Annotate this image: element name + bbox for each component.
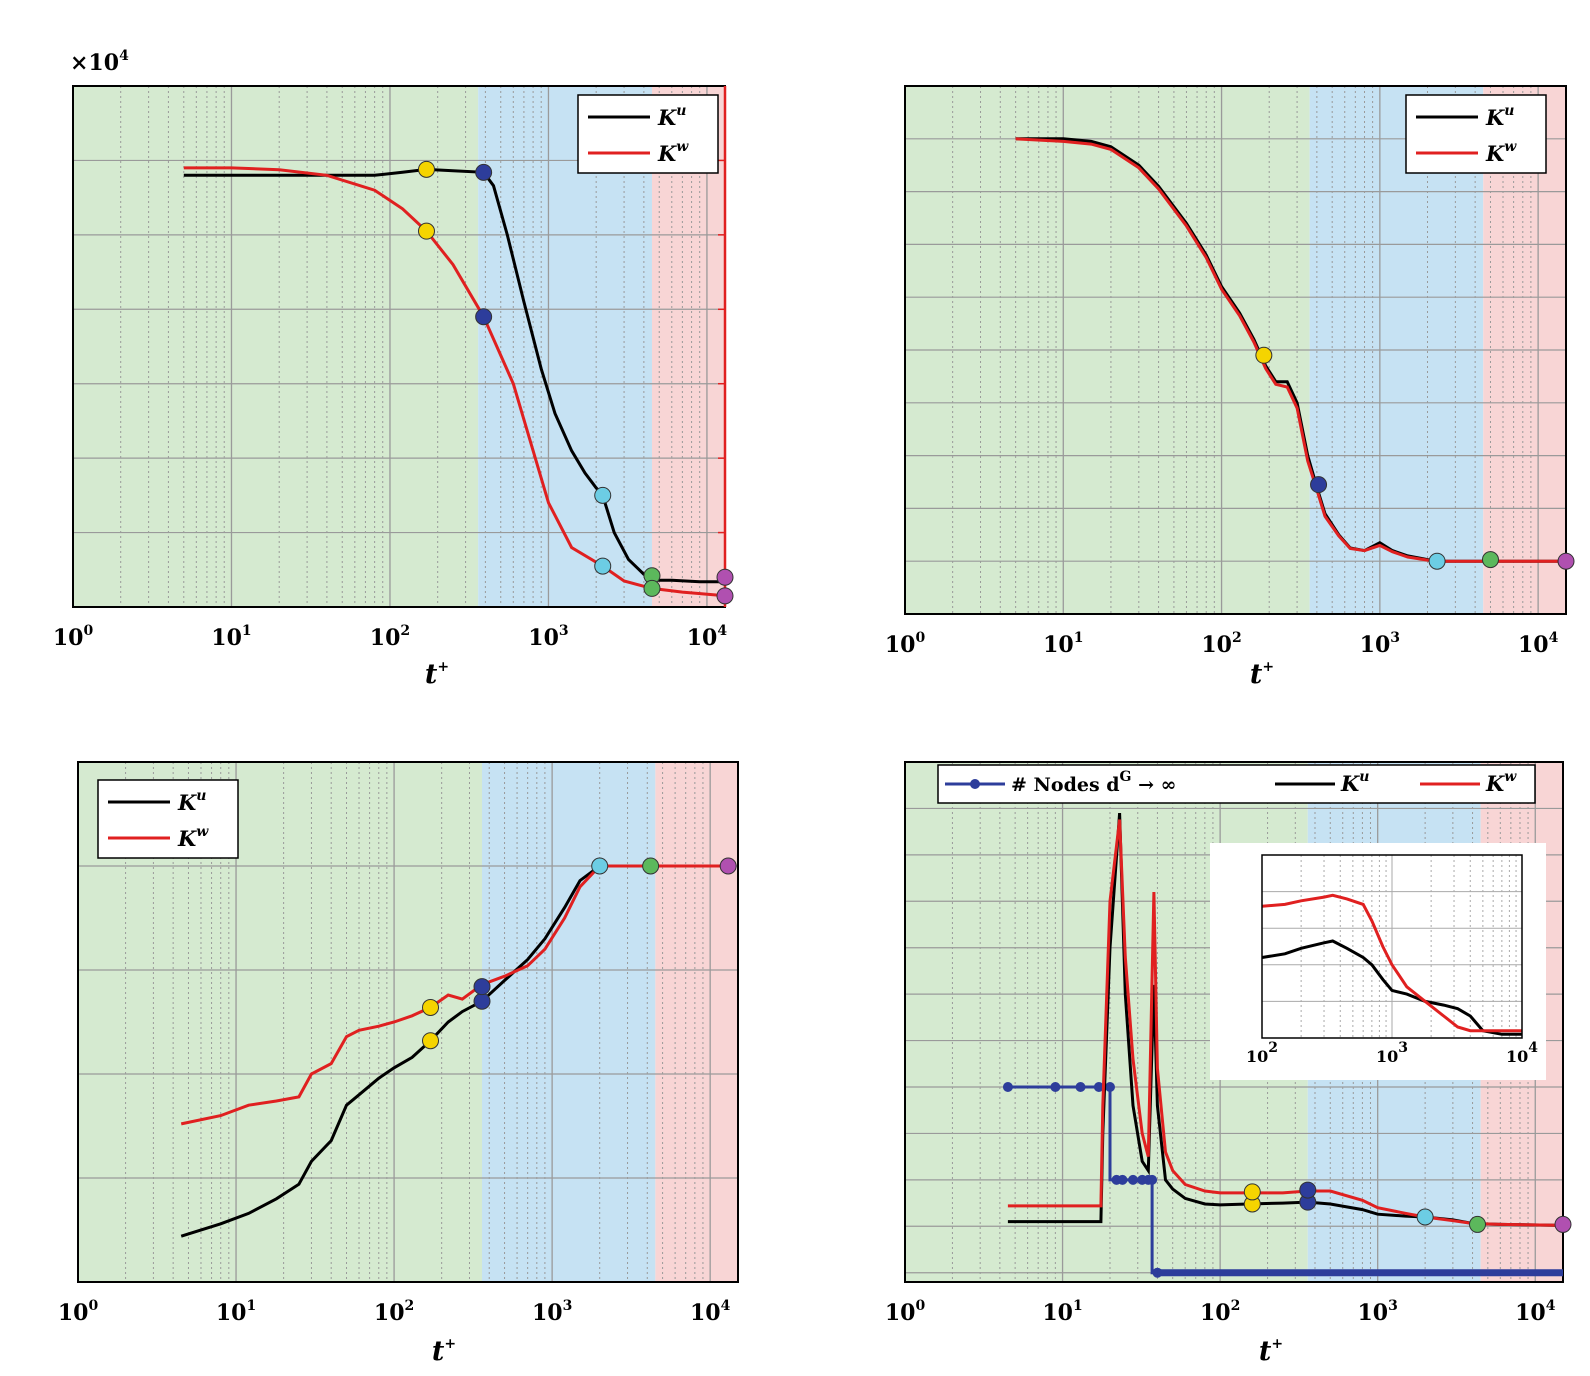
- regime-marker: [1416, 1208, 1434, 1226]
- x-tick-label: 100: [885, 630, 926, 658]
- panel-c: 100 101 102 103 104 t+ Ku Kw: [58, 761, 739, 1367]
- x-tick-label: 102: [374, 1298, 414, 1326]
- legend-box: [1405, 94, 1547, 174]
- regime-marker: [422, 998, 440, 1016]
- x-tick-label: 100: [53, 623, 94, 651]
- legend-label-1: Kw: [177, 824, 209, 851]
- inset-background: [1210, 843, 1546, 1080]
- legend-box: [97, 779, 239, 859]
- inset-series-1: [1261, 893, 1522, 1033]
- regime-marker: [594, 557, 612, 575]
- regime-marker: [1481, 551, 1499, 569]
- axes-frame: [904, 85, 1567, 615]
- x-tick-label: 101: [211, 623, 251, 651]
- regime-marker: [417, 160, 435, 178]
- regime-marker: [716, 568, 734, 586]
- x-tick-label: 102: [1200, 1298, 1240, 1326]
- regime-marker: [473, 992, 491, 1010]
- legend: Ku Kw: [577, 94, 719, 174]
- inset-x-tick: 104: [1506, 1040, 1538, 1066]
- x-tick-label: 104: [687, 623, 728, 651]
- node-count-point: [1128, 1174, 1139, 1185]
- x-tick-label: 103: [528, 623, 568, 651]
- x-tick-label: 103: [532, 1298, 572, 1326]
- node-count-point: [1104, 1082, 1115, 1092]
- legend-box: [577, 94, 719, 174]
- x-axis-label: t+: [1259, 1336, 1283, 1367]
- inset: 102 103 104: [1210, 843, 1546, 1080]
- zone-1: [73, 86, 479, 607]
- series-line-2: [1007, 819, 1564, 1227]
- regime-marker: [1557, 552, 1575, 570]
- regime-marker: [719, 857, 737, 875]
- legend: Ku Kw: [1405, 94, 1547, 174]
- legend-label-1: Kw: [657, 139, 689, 166]
- regime-marker: [594, 486, 612, 504]
- regime-marker: [473, 978, 491, 996]
- node-count-point: [1050, 1082, 1061, 1092]
- regime-marker: [1428, 552, 1446, 570]
- x-tick-label: 104: [1515, 1298, 1556, 1326]
- regime-marker: [422, 1032, 440, 1050]
- y-multiplier: ×104: [70, 48, 129, 76]
- axes-frame: [904, 761, 1564, 1283]
- x-tick-label: 102: [370, 623, 410, 651]
- zone-2: [482, 762, 656, 1282]
- node-count-point: [1002, 1082, 1013, 1092]
- regime-marker: [1310, 476, 1328, 494]
- x-tick-label: 101: [1042, 1298, 1082, 1326]
- x-tick-label: 101: [1043, 630, 1083, 658]
- legend-label-2: Kw: [1485, 769, 1517, 796]
- regime-marker: [417, 222, 435, 240]
- regime-marker: [1243, 1183, 1261, 1201]
- x-axis-label: t+: [1250, 659, 1274, 690]
- regime-marker: [1554, 1215, 1572, 1233]
- legend: # Nodes dG → ∞ Ku Kw: [937, 764, 1536, 804]
- x-axis-label: t+: [432, 1336, 456, 1367]
- regime-marker: [1469, 1215, 1487, 1233]
- x-tick-label: 102: [1201, 630, 1241, 658]
- regime-marker: [475, 163, 493, 181]
- axes-frame: [77, 761, 739, 1283]
- x-tick-label: 104: [1518, 630, 1559, 658]
- inset-frame: [1261, 854, 1523, 1039]
- node-count-point: [1147, 1174, 1158, 1185]
- x-axis-label: t+: [425, 659, 449, 690]
- regime-marker: [642, 857, 660, 875]
- series-line-1: [183, 166, 726, 598]
- regime-marker: [1255, 346, 1273, 364]
- legend-label-0: Ku: [177, 788, 206, 815]
- node-count-point: [1093, 1082, 1104, 1092]
- regime-marker: [716, 587, 734, 605]
- x-tick-label: 101: [216, 1298, 256, 1326]
- regime-marker: [1299, 1181, 1317, 1199]
- x-tick-label: 103: [1360, 630, 1400, 658]
- x-tick-label: 100: [58, 1298, 99, 1326]
- legend-label-1: Kw: [1485, 139, 1517, 166]
- legend-label-0: Ku: [1485, 103, 1514, 130]
- panel-a: 100 101 102 103 104 t+ ×104 Ku Kw: [53, 48, 734, 690]
- legend: Ku Kw: [97, 779, 239, 859]
- inset-series-0: [1261, 939, 1522, 1036]
- legend-label-0: # Nodes dG → ∞: [1011, 769, 1177, 796]
- x-tick-label: 104: [690, 1298, 731, 1326]
- legend-label-0: Ku: [657, 103, 686, 130]
- node-count-point: [1117, 1174, 1128, 1185]
- legend-label-1: Ku: [1340, 769, 1369, 796]
- legend-marker: [970, 779, 980, 789]
- node-count-point: [1075, 1082, 1086, 1092]
- inset-x-tick: 102: [1246, 1040, 1278, 1066]
- panel-b: 100 101 102 103 104 t+ Ku Kw: [885, 85, 1575, 690]
- zone-3: [655, 762, 738, 1282]
- x-tick-label: 100: [885, 1298, 926, 1326]
- x-tick-label: 103: [1358, 1298, 1398, 1326]
- regime-marker: [475, 308, 493, 326]
- inset-x-tick: 103: [1376, 1040, 1408, 1066]
- regime-marker: [643, 579, 661, 597]
- regime-marker: [591, 857, 609, 875]
